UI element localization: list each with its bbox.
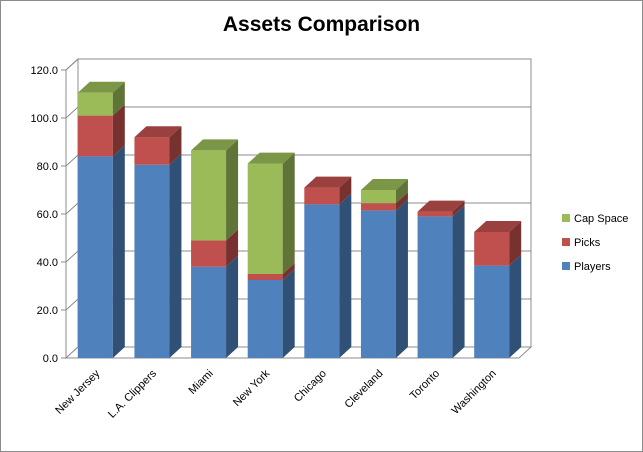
y-tick-label: 40.0 — [37, 257, 58, 269]
bar-miami-cap-space-top — [191, 139, 239, 151]
legend-label: Picks — [574, 237, 601, 249]
bar-new-york-cap-space — [247, 163, 283, 274]
bar-new-jersey-picks-side — [112, 104, 125, 157]
bar-new-jersey-cap-space — [77, 92, 113, 116]
legend-swatch — [562, 262, 570, 270]
legend-swatch — [562, 214, 570, 222]
x-tick-label: L.A. Clippers — [106, 367, 159, 420]
bar-chicago-players — [304, 204, 340, 358]
bar-l-a-clippers-players — [134, 164, 170, 358]
bar-miami-picks-side — [226, 229, 239, 267]
legend: Cap Space Picks Players — [562, 213, 628, 273]
gridline — [65, 106, 531, 119]
chart-title: Assets Comparison — [222, 13, 421, 36]
bar-cleveland-cap-space-top — [360, 179, 408, 190]
bar-new-york-cap-space-top — [247, 152, 295, 164]
bar-chicago-players-side — [339, 193, 352, 358]
bar-new-york-players-side — [282, 269, 295, 358]
bar-toronto-picks-side — [452, 200, 465, 217]
bar-cleveland-players-side — [395, 199, 408, 358]
bars — [77, 81, 522, 358]
y-axis-ticks: 0.0 20.0 40.0 60.0 80.0 100.0 120.0 — [30, 65, 66, 365]
bar-cleveland-picks — [360, 203, 396, 211]
y-tick-label: 60.0 — [37, 209, 58, 221]
bar-new-jersey-players — [77, 156, 113, 358]
bar-miami-players-side — [226, 255, 239, 358]
bar-new-jersey-cap-space-side — [112, 81, 125, 116]
bar-l-a-clippers-picks — [134, 137, 170, 165]
y-tick-label: 100.0 — [30, 113, 58, 125]
legend-swatch — [562, 238, 570, 246]
bar-cleveland-picks-side — [395, 192, 408, 211]
bar-miami-picks — [191, 240, 227, 267]
bar-toronto-picks-top — [417, 200, 465, 212]
bar-miami-players — [191, 266, 227, 358]
x-tick-label: Cleveland — [342, 368, 385, 411]
x-tick-label: Miami — [186, 368, 215, 397]
bar-new-jersey-cap-space-top — [77, 81, 125, 93]
bar-washington-picks-top — [474, 221, 522, 232]
bar-washington-picks-side — [509, 221, 522, 266]
bar-l-a-clippers-picks-side — [169, 126, 182, 165]
y-tick-label: 120.0 — [30, 65, 58, 77]
y-tick-label: 20.0 — [37, 305, 58, 317]
bar-cleveland-cap-space — [360, 190, 396, 204]
bar-l-a-clippers-picks-top — [134, 126, 182, 138]
bar-toronto-players-side — [452, 205, 465, 358]
bar-chicago-picks — [304, 187, 340, 205]
bar-toronto-players — [417, 216, 453, 358]
bar-new-jersey-players-side — [112, 145, 125, 358]
x-tick-label: Toronto — [408, 368, 442, 402]
x-tick-label: Chicago — [292, 368, 329, 405]
bar-chicago-picks-top — [304, 176, 352, 188]
bar-cleveland-players — [360, 210, 396, 358]
bar-new-york-cap-space-side — [282, 152, 295, 274]
bar-washington-players-side — [509, 254, 522, 358]
x-axis-labels: New Jersey L.A. Clippers Miami New York Chic… — [53, 367, 498, 420]
bar-new-york-picks — [247, 274, 283, 280]
bar-washington-players — [474, 265, 510, 358]
bar-chicago-picks-side — [339, 176, 352, 205]
legend-label: Cap Space — [574, 213, 628, 225]
bar-cleveland-cap-space-side — [395, 179, 408, 204]
bar-toronto-picks — [417, 211, 453, 217]
legend-label: Players — [574, 261, 611, 273]
bar-new-york-players — [247, 280, 283, 358]
bar-washington-picks — [474, 232, 510, 266]
x-tick-label: New Jersey — [53, 367, 102, 416]
bar-new-york-picks-side — [282, 263, 295, 280]
y-tick-label: 0.0 — [43, 353, 58, 365]
gridline — [65, 58, 531, 71]
y-tick-label: 80.0 — [37, 161, 58, 173]
x-tick-label: New York — [231, 367, 273, 409]
bar-miami-cap-space-side — [226, 139, 239, 241]
x-tick-label: Washington — [450, 368, 499, 417]
bar-l-a-clippers-players-side — [169, 153, 182, 358]
bar-miami-cap-space — [191, 150, 227, 241]
bar-new-jersey-picks — [77, 115, 113, 157]
